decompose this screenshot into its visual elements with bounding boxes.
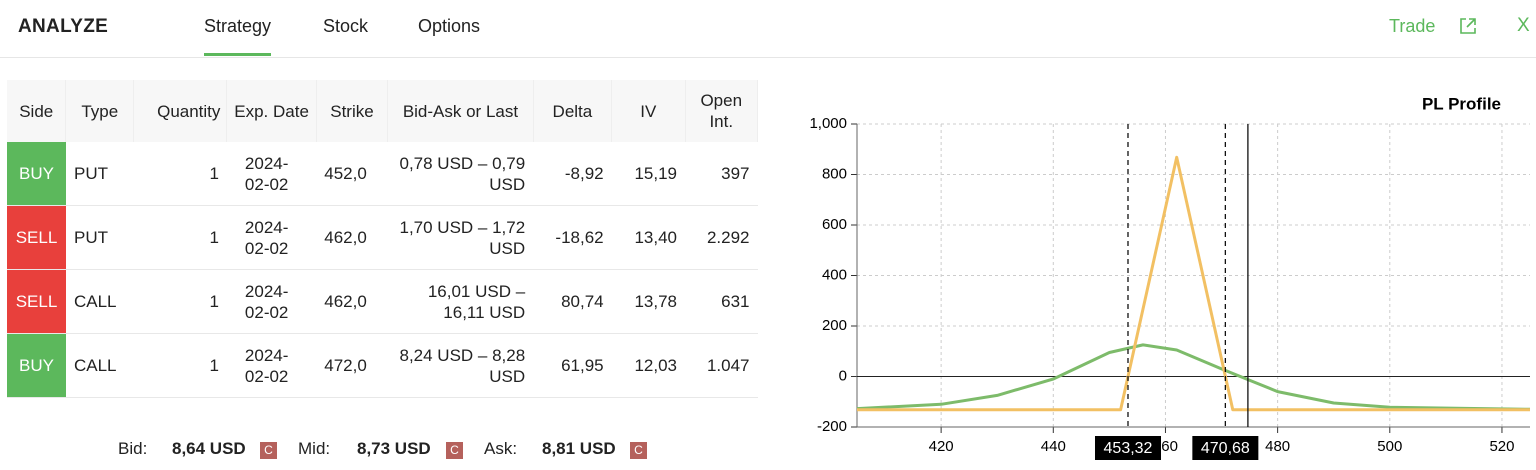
cell: 12,03 [611, 333, 685, 398]
cell: -18,62 [533, 205, 612, 270]
cell: CALL [65, 333, 134, 398]
quote-label: Bid: [118, 439, 148, 458]
y-tick-label: 0 [839, 367, 847, 384]
quote-value: 8,73 USD [357, 439, 431, 458]
column-header: Quantity [133, 80, 228, 142]
breakeven-box [1192, 436, 1259, 460]
column-header: Open Int. [685, 80, 758, 142]
cell: 2024-02-02 [226, 142, 317, 206]
cell: 631 [685, 269, 758, 334]
app-title: ANALYZE [18, 16, 109, 37]
leg-row: BUY CALL 1 2024-02-02 472,0 8,24 USD – 8,28 U… [7, 333, 758, 398]
cell: 452,0 [316, 142, 388, 206]
cell: 8,24 USD – 8,28 USD [387, 333, 534, 398]
cell: 0,78 USD – 0,79 USD [387, 142, 534, 206]
chart-title: PL Profile [1422, 94, 1501, 113]
x-tick-label: 520 [1489, 438, 1514, 455]
quote-badge[interactable]: C [630, 442, 647, 459]
quote-label: Ask: [484, 439, 518, 458]
series-line [856, 343, 1531, 411]
cell: CALL [65, 269, 134, 334]
leg-row: SELL CALL 1 2024-02-02 462,0 16,01 USD – 16,1… [7, 269, 758, 334]
y-tick-label: 400 [822, 266, 847, 283]
column-header: Bid-Ask or Last [387, 80, 534, 142]
breakeven-label: 453,32 [1104, 440, 1153, 457]
cell: 2024-02-02 [226, 333, 317, 398]
cell: 1 [133, 333, 227, 398]
y-tick-label: -200 [817, 418, 847, 435]
side-cell: BUY [7, 142, 66, 206]
cell: PUT [65, 205, 134, 270]
cell: 16,01 USD – 16,11 USD [387, 269, 534, 334]
quote-label: Mid: [298, 439, 331, 458]
column-header: Type [65, 80, 135, 142]
y-tick-label: 1,000 [809, 115, 847, 132]
cell: PUT [65, 142, 134, 206]
side-cell: BUY [7, 333, 66, 398]
quote-badge[interactable]: C [446, 442, 463, 459]
cell: 2.292 [685, 205, 758, 270]
quote-value: 8,64 USD [172, 439, 246, 458]
quote-badge[interactable]: C [260, 442, 277, 459]
cell: 61,95 [533, 333, 612, 398]
column-header: IV [611, 80, 686, 142]
quote-value: 8,81 USD [542, 439, 616, 458]
x-tick-label: 480 [1265, 438, 1290, 455]
cell: 13,78 [611, 269, 685, 334]
tab[interactable]: Strategy [204, 16, 272, 56]
side-cell: SELL [7, 205, 66, 270]
cell: 462,0 [316, 205, 388, 270]
cell: -8,92 [533, 142, 612, 206]
header: ANALYZE Strategy Stock Options Trade X [0, 0, 1536, 58]
cell: 1 [133, 269, 227, 334]
table-body: BUY PUT 1 2024-02-02 452,0 0,78 USD – 0,79 US… [7, 142, 758, 398]
leg-row: SELL PUT 1 2024-02-02 462,0 1,70 USD – 1,72 U… [7, 205, 758, 270]
x-tick-label: 440 [1041, 438, 1066, 455]
cell: 2024-02-02 [226, 205, 317, 270]
leg-row: BUY PUT 1 2024-02-02 452,0 0,78 USD – 0,79 US… [7, 142, 758, 206]
series-line [857, 155, 1530, 412]
column-header: Exp. Date [226, 80, 317, 142]
trade-button[interactable]: Trade [1389, 16, 1436, 36]
legs-table: Side Type Quantity Exp. Date Strike Bid-Ask o… [7, 80, 758, 398]
cell: 13,40 [611, 205, 685, 270]
cell: 397 [685, 142, 758, 206]
table-header: Side Type Quantity Exp. Date Strike Bid-Ask o… [7, 80, 758, 142]
close-button[interactable]: X [1517, 15, 1530, 36]
x-tick-label: 500 [1377, 438, 1402, 455]
breakeven-box [1094, 436, 1161, 460]
cell: 15,19 [611, 142, 685, 206]
x-tick-label: 420 [929, 438, 954, 455]
y-tick-label: 200 [822, 317, 847, 334]
cell: 1.047 [685, 333, 758, 398]
tab[interactable]: Stock [323, 16, 369, 36]
side-cell: SELL [7, 269, 66, 334]
cell: 1,70 USD – 1,72 USD [387, 205, 534, 270]
column-header: Delta [533, 80, 613, 142]
cell: 2024-02-02 [226, 269, 317, 334]
external-link-icon[interactable] [1458, 16, 1478, 36]
cell: 1 [133, 205, 227, 270]
column-header: Side [7, 80, 67, 142]
cell: 1 [133, 142, 227, 206]
cell: 472,0 [316, 333, 388, 398]
cell: 80,74 [533, 269, 612, 334]
y-tick-label: 800 [822, 165, 847, 182]
cell: 462,0 [316, 269, 388, 334]
breakeven-label: 470,68 [1201, 440, 1250, 457]
y-tick-label: 600 [822, 216, 847, 233]
column-header: Strike [316, 80, 389, 142]
tab[interactable]: Options [418, 16, 481, 36]
